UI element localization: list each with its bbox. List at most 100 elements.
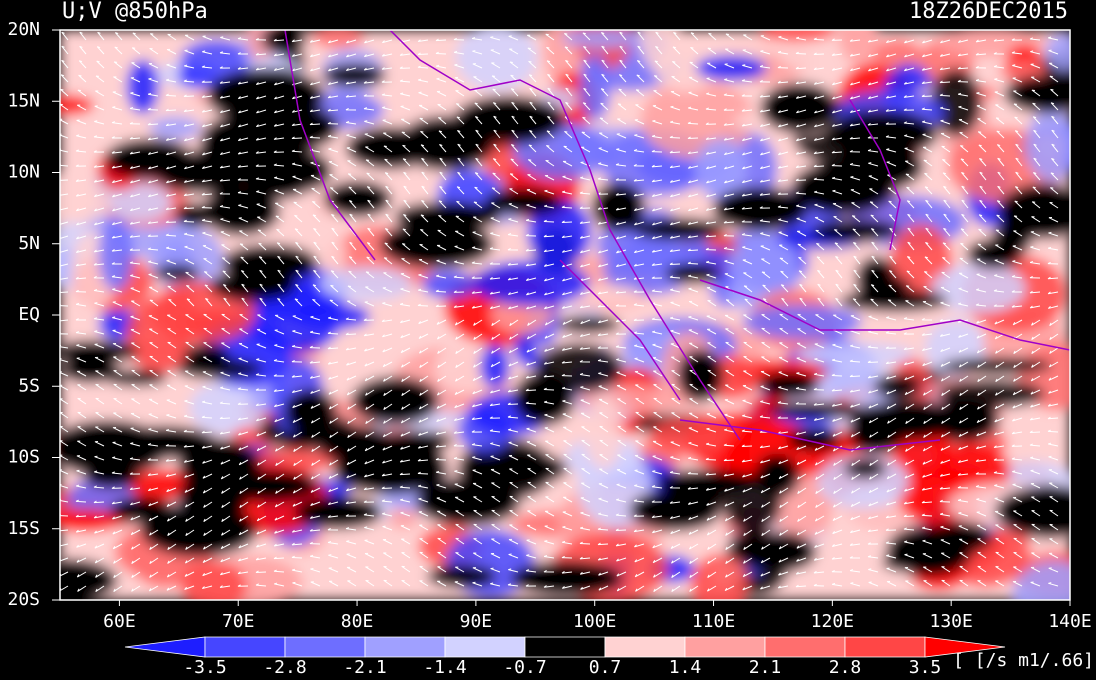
wind-arrow — [147, 247, 159, 251]
wind-arrow — [778, 35, 789, 41]
wind-arrow — [957, 79, 969, 83]
wind-arrow — [347, 580, 357, 587]
wind-arrow — [796, 137, 807, 142]
wind-arrow — [291, 375, 303, 378]
wind-arrow — [868, 330, 879, 335]
wind-arrow — [508, 347, 519, 354]
wind-arrow — [671, 571, 681, 578]
wind-arrow — [942, 158, 951, 167]
wind-arrow — [508, 441, 519, 447]
wind-arrow — [61, 45, 69, 55]
wind-arrow — [1030, 63, 1041, 69]
wind-arrow — [939, 93, 951, 97]
wind-arrow — [831, 137, 843, 141]
wind-arrow — [939, 333, 951, 337]
wind-arrow — [473, 496, 483, 503]
wind-arrow — [993, 471, 1005, 475]
wind-arrow — [1014, 116, 1023, 125]
wind-arrow — [166, 179, 177, 184]
wind-arrow — [113, 571, 123, 579]
wind-arrow — [975, 78, 987, 83]
wind-arrow — [707, 398, 717, 405]
wind-arrow — [185, 314, 195, 321]
wind-arrow — [886, 67, 897, 72]
wind-arrow — [472, 375, 483, 382]
wind-arrow — [778, 557, 789, 563]
wind-arrow — [635, 585, 645, 592]
wind-arrow — [868, 487, 879, 494]
wind-arrow — [903, 527, 915, 531]
wind-arrow — [165, 93, 177, 97]
wind-arrow — [741, 179, 753, 184]
wind-arrow — [997, 185, 1005, 195]
wind-arrow — [814, 543, 825, 548]
wind-arrow — [490, 455, 501, 461]
wind-arrow — [615, 277, 627, 281]
wind-arrow — [113, 61, 123, 69]
wind-arrow — [833, 487, 843, 494]
wind-arrow — [941, 579, 951, 587]
wind-arrow — [129, 165, 141, 170]
wind-arrow — [996, 200, 1005, 209]
wind-arrow — [471, 417, 483, 420]
wind-arrow — [401, 131, 411, 139]
wind-arrow — [543, 570, 555, 573]
wind-arrow — [310, 487, 321, 493]
wind-arrow — [201, 205, 213, 209]
wind-arrow — [867, 109, 879, 113]
wind-arrow — [75, 289, 87, 293]
wind-arrow — [183, 206, 195, 210]
wind-arrow — [184, 165, 195, 170]
wind-arrow — [75, 179, 87, 182]
wind-arrow — [743, 34, 753, 41]
wind-arrow — [185, 529, 195, 537]
wind-arrow — [724, 399, 735, 405]
wind-arrow — [849, 53, 861, 57]
wind-arrow — [742, 585, 753, 591]
wind-arrow — [579, 305, 591, 309]
wind-arrow — [760, 35, 771, 41]
wind-arrow — [653, 571, 663, 578]
wind-arrow — [565, 73, 573, 83]
wind-arrow — [418, 497, 429, 503]
wind-arrow — [94, 193, 105, 198]
wind-arrow — [1031, 523, 1041, 531]
wind-arrow — [201, 192, 213, 196]
wind-arrow — [148, 398, 159, 405]
wind-arrow — [222, 284, 231, 293]
wind-arrow — [184, 557, 195, 564]
wind-arrow — [977, 375, 987, 383]
wind-arrow — [997, 157, 1005, 167]
wind-arrow — [310, 174, 321, 181]
wind-arrow — [438, 130, 447, 139]
wind-arrow — [367, 227, 375, 237]
wind-arrow — [1029, 37, 1041, 41]
wind-arrow — [309, 375, 321, 379]
wind-arrow — [529, 115, 537, 125]
wind-arrow — [995, 104, 1005, 111]
wind-arrow — [1047, 276, 1059, 280]
wind-arrow — [454, 77, 465, 83]
wind-arrow — [508, 203, 519, 209]
wind-arrow — [400, 347, 411, 354]
wind-arrow — [257, 459, 267, 466]
wind-arrow — [274, 515, 285, 521]
wind-arrow — [95, 571, 105, 578]
wind-arrow — [526, 361, 537, 366]
wind-arrow — [255, 583, 267, 587]
wind-arrow — [256, 358, 267, 363]
wind-arrow — [331, 241, 339, 251]
wind-arrow — [850, 189, 861, 195]
wind-arrow — [652, 440, 663, 447]
wind-arrow — [887, 431, 897, 439]
wind-arrow — [508, 375, 519, 380]
wind-arrow — [797, 501, 807, 509]
wind-arrow — [93, 165, 105, 168]
wind-arrow — [796, 230, 807, 237]
wind-arrow — [509, 524, 519, 531]
wind-arrow — [906, 186, 915, 195]
wind-arrow — [436, 244, 447, 251]
wind-arrow — [436, 333, 447, 340]
wind-arrow — [960, 145, 969, 153]
